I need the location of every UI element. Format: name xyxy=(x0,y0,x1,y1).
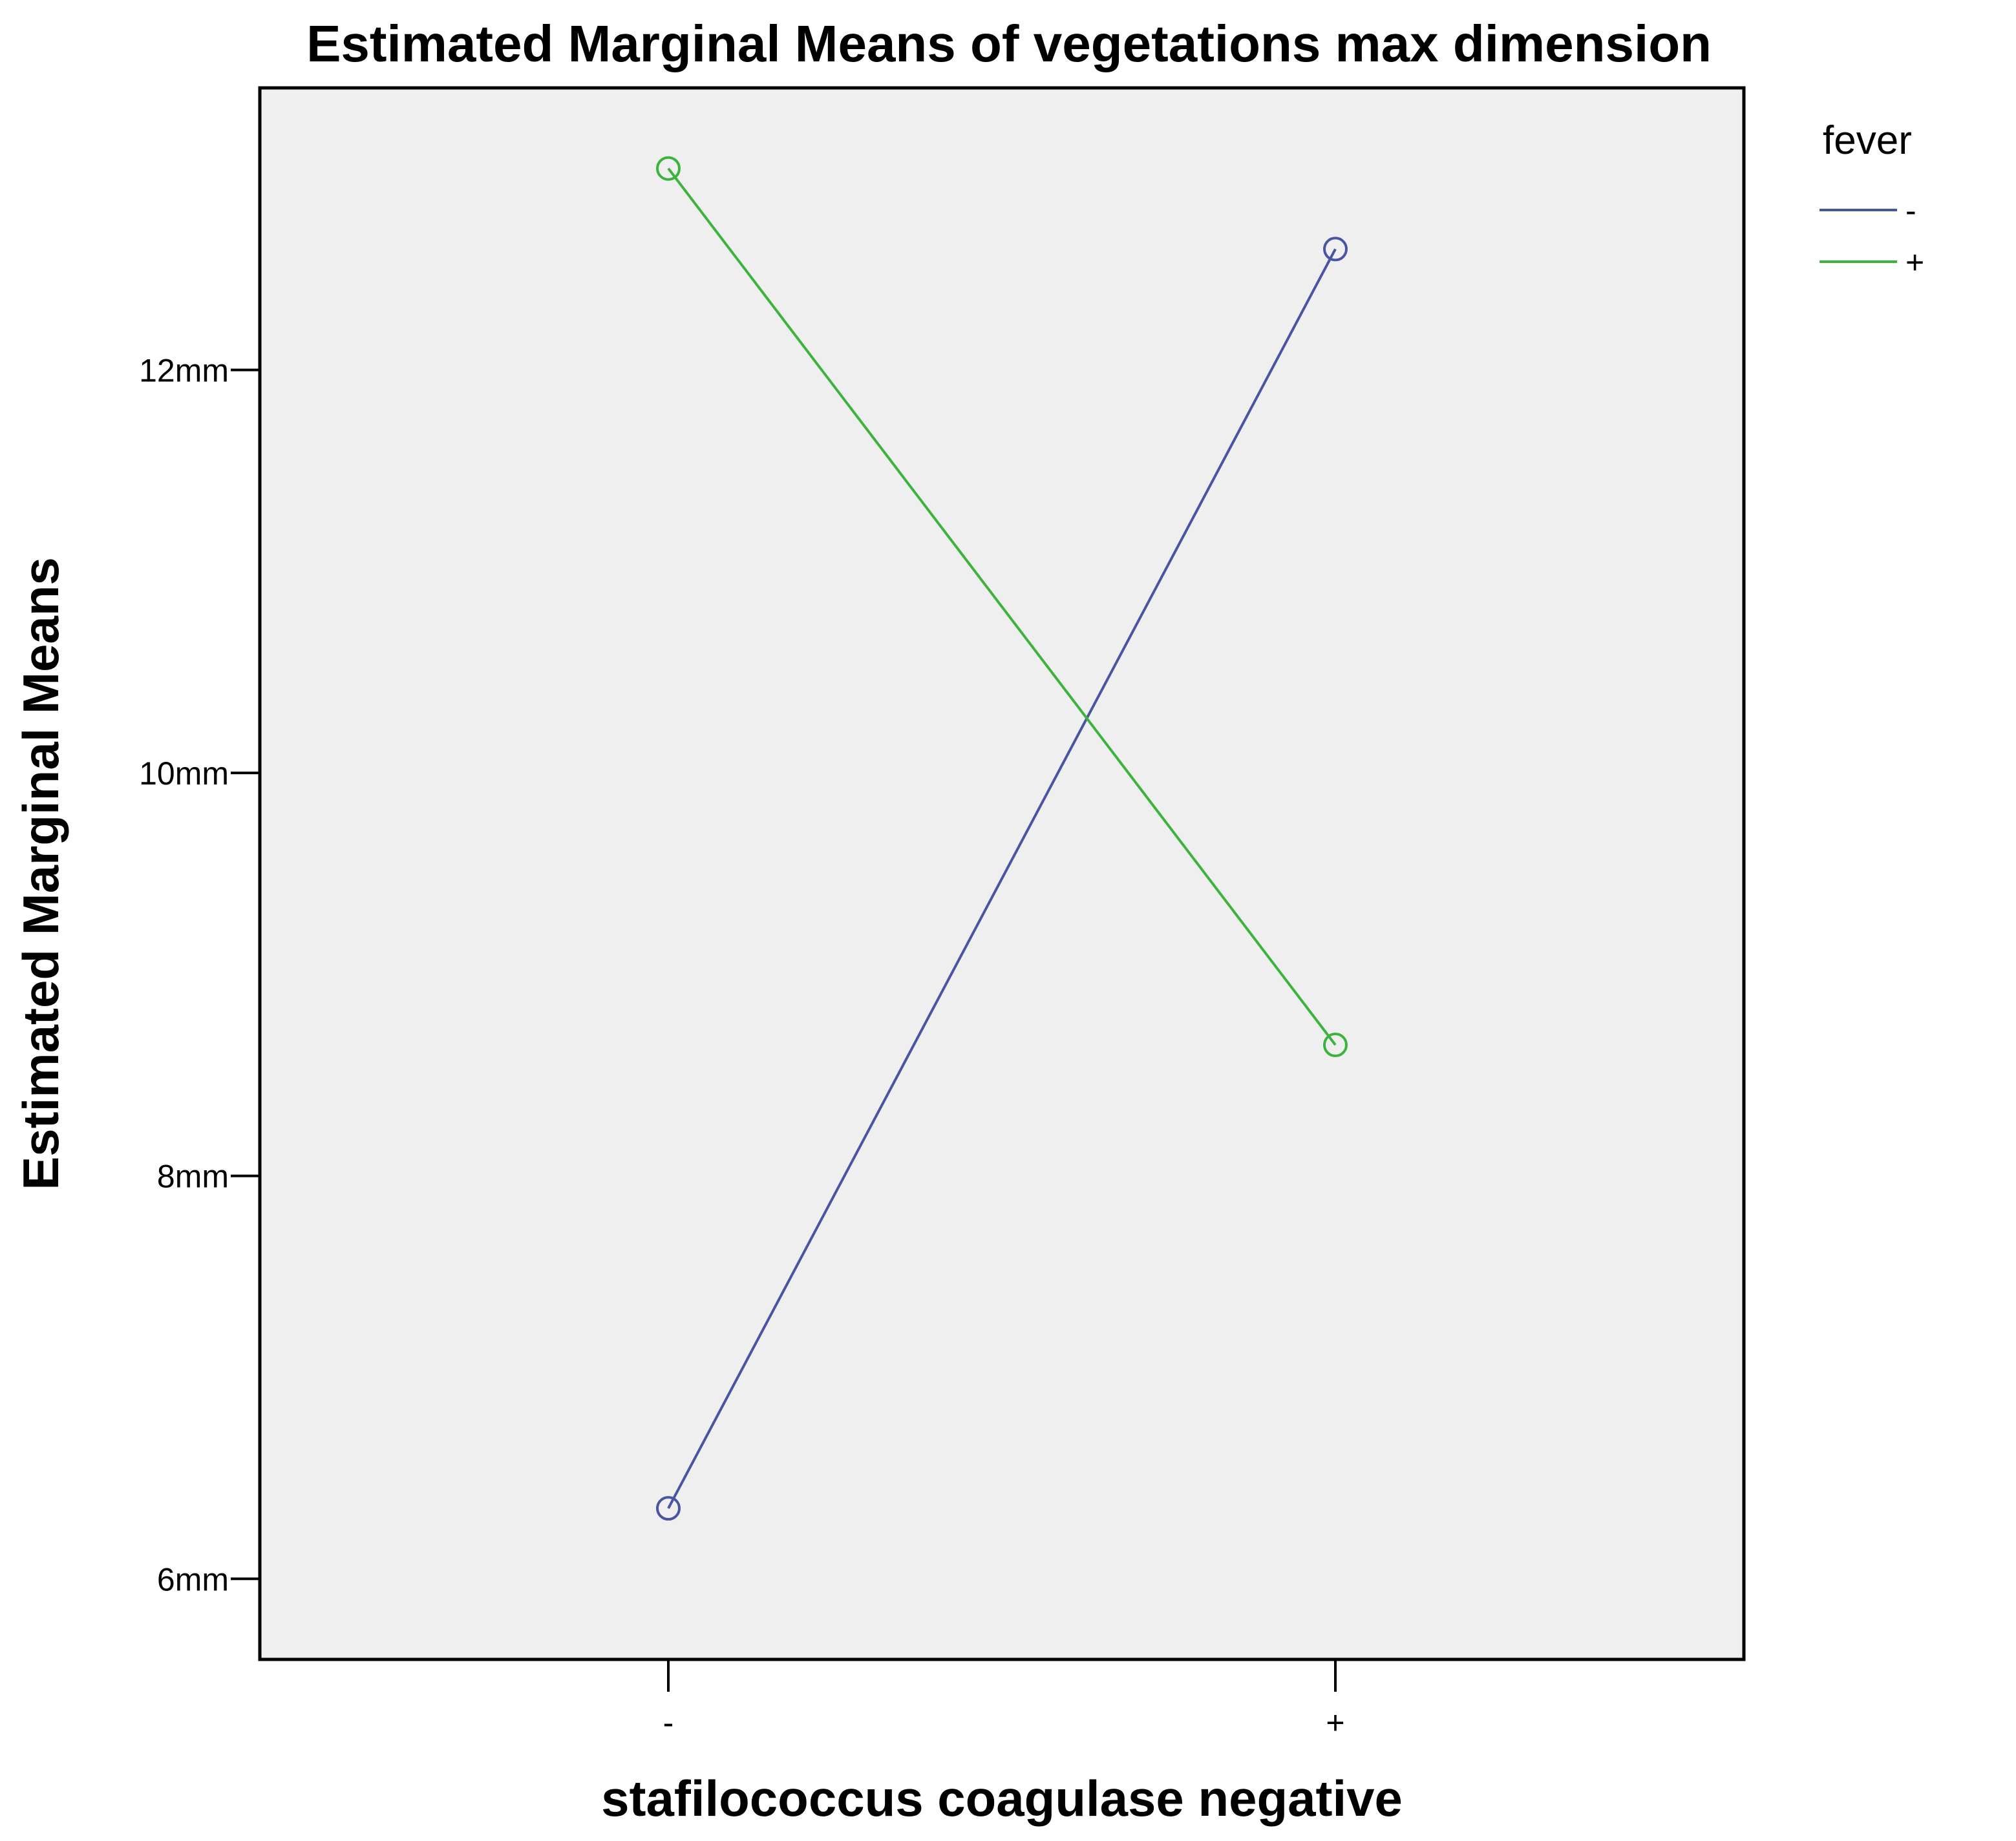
x-tick-label: + xyxy=(1326,1705,1344,1741)
series-layer xyxy=(656,156,1348,1521)
y-tick-label: 8mm xyxy=(157,1159,229,1195)
legend: fever -+ xyxy=(1820,118,1924,280)
series-point-1 xyxy=(1323,1033,1348,1058)
series-point-0 xyxy=(656,1496,681,1521)
series-point-0 xyxy=(1323,237,1348,262)
y-axis-title: Estimated Marginal Means xyxy=(12,557,69,1190)
legend-label-1: + xyxy=(1905,244,1924,280)
y-tick-label: 10mm xyxy=(139,755,229,792)
legend-items: -+ xyxy=(1820,193,1924,280)
legend-label-0: - xyxy=(1905,193,1916,229)
y-tick-label: 12mm xyxy=(139,353,229,389)
legend-title: fever xyxy=(1823,118,1912,163)
series-point-1 xyxy=(656,156,681,181)
y-axis: 6mm 8mm 10mm 12mm xyxy=(139,353,260,1597)
x-tick-label: - xyxy=(663,1705,674,1741)
series-line-0 xyxy=(667,248,1337,1510)
x-axis: - + xyxy=(663,1659,1345,1741)
series-line-1 xyxy=(667,167,1337,1046)
y-tick-label: 6mm xyxy=(157,1561,229,1597)
chart-title: Estimated Marginal Means of vegetations … xyxy=(306,15,1712,72)
plot-area xyxy=(258,86,1746,1661)
x-axis-title: stafilococcus coagulase negative xyxy=(601,1770,1403,1827)
